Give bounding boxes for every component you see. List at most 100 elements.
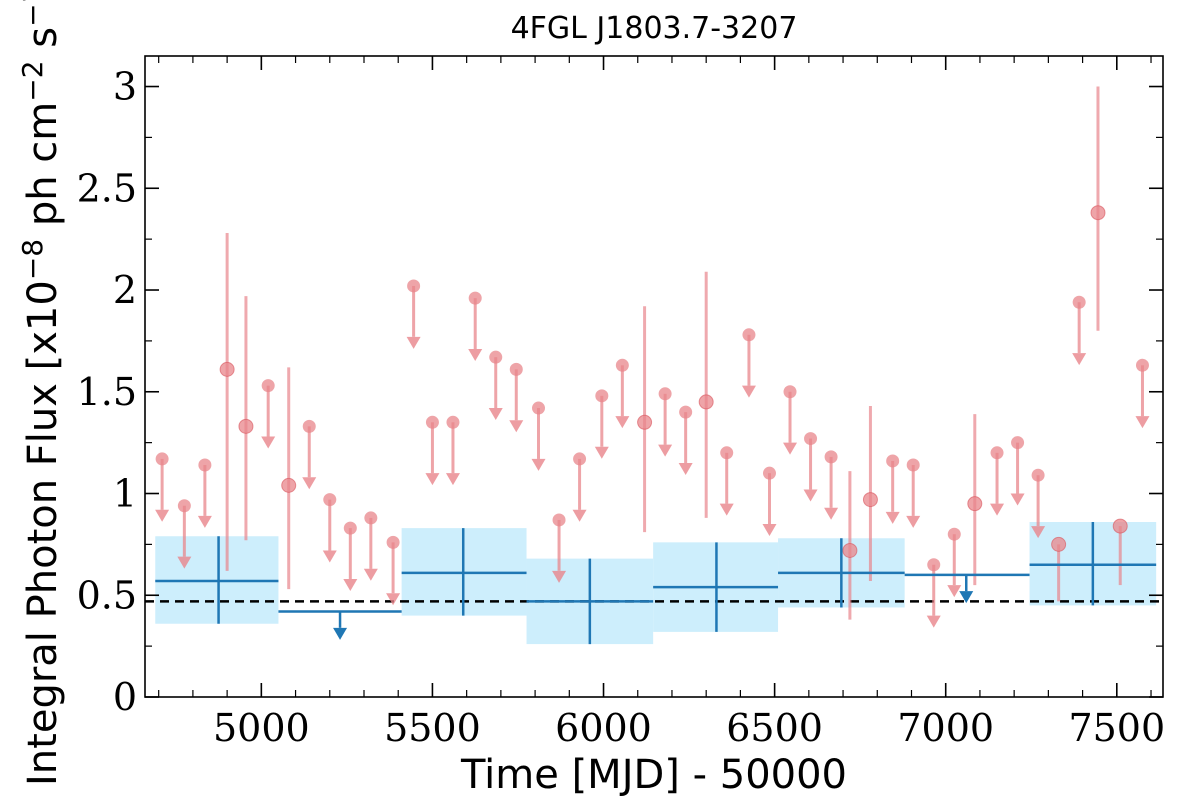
plot-frame [144, 55, 1164, 698]
short-bin-point [219, 361, 235, 377]
short-bin-upper-limit-point [532, 401, 546, 415]
short-bin-upper-limit-point [990, 446, 1004, 460]
short-bin-upper-limit-point [886, 454, 900, 468]
short-bin-upper-limit-arrow [177, 556, 192, 569]
short-bin-upper-limit-point [155, 452, 169, 466]
long-bin-upper-limit-arrow [333, 627, 348, 640]
short-bin-upper-limit-point [947, 527, 961, 541]
y-tick-label: 2.5 [77, 166, 137, 210]
short-bin-upper-limit-arrow [990, 503, 1005, 516]
short-bin-point [967, 496, 983, 512]
short-bin-upper-limit-arrow [509, 420, 524, 433]
x-tick-label: 6000 [555, 706, 652, 750]
short-bin-upper-limit-point [927, 558, 941, 572]
y-axis-label-exp2: −2 [16, 60, 49, 101]
short-bin-upper-limit-point [323, 493, 337, 507]
short-bin-point [1112, 518, 1128, 534]
short-bin-upper-limit-arrow [155, 509, 170, 522]
short-bin-upper-limit-arrow [762, 524, 777, 537]
short-bin-upper-limit-point [573, 452, 587, 466]
short-bin-upper-limit-point [446, 415, 460, 429]
long-bin-upper-limit-arrow [959, 591, 974, 604]
x-tick-label: 6500 [726, 706, 823, 750]
x-tick-label: 7500 [1068, 706, 1165, 750]
x-tick-label: 7000 [897, 706, 994, 750]
short-bin-upper-limit-arrow [488, 408, 503, 421]
short-bin-upper-limit-arrow [468, 349, 483, 362]
short-bin-upper-limit-point [552, 513, 566, 527]
y-axis-label-exp3: −1 [16, 0, 49, 27]
short-bin-upper-limit-arrow [572, 509, 587, 522]
short-bin-upper-limit-point [489, 350, 503, 364]
short-bin-upper-limit-point [824, 450, 838, 464]
short-bin-upper-limit-point [762, 466, 776, 480]
short-bin-upper-limit-point [386, 535, 400, 549]
short-bin-upper-limit-point [679, 405, 693, 419]
short-bin-upper-limit-arrow [363, 568, 378, 581]
short-bin-upper-limit-point [804, 432, 818, 446]
y-tick-label: 1 [113, 472, 137, 516]
short-bin-upper-limit-arrow [678, 462, 693, 475]
y-axis-label: Integral Photon Flux [x10−8 ph cm−2 s−1] [16, 0, 66, 786]
short-bin-upper-limit-arrow [1010, 493, 1025, 506]
x-tick-label: 5500 [384, 706, 481, 750]
y-axis-label-mid: ph cm [20, 102, 66, 239]
short-bin-upper-limit-arrow [1135, 416, 1150, 429]
y-tick-label: 0.5 [77, 573, 137, 617]
short-bin-upper-limit-arrow [741, 385, 756, 398]
x-tick-label: 5000 [213, 706, 310, 750]
short-bin-upper-limit-point [595, 389, 609, 403]
short-bin-upper-limit-arrow [594, 446, 609, 459]
short-bin-upper-limit-point [742, 328, 756, 342]
short-bin-point [238, 418, 254, 434]
short-bin-upper-limit-arrow [824, 507, 839, 520]
short-bin-point [698, 394, 714, 410]
y-tick-label: 2 [113, 268, 137, 312]
short-bin-upper-limit-arrow [926, 615, 941, 628]
y-axis-label-end: s [20, 27, 66, 61]
short-bin-upper-limit-arrow [322, 550, 337, 563]
short-bin-upper-limit-arrow [302, 477, 317, 490]
short-bin-upper-limit-point [509, 362, 523, 376]
y-tick-label: 1.5 [77, 370, 137, 414]
short-bin-upper-limit-arrow [906, 515, 921, 528]
short-bin-upper-limit-point [343, 521, 357, 535]
y-axis-label-main: Integral Photon Flux [x10 [20, 280, 66, 786]
short-bin-upper-limit-arrow [445, 473, 460, 486]
short-bin-upper-limit-arrow [386, 593, 401, 606]
short-bin-upper-limit-point [783, 385, 797, 399]
short-bin-point [281, 477, 297, 493]
short-bin-upper-limit-arrow [615, 416, 630, 429]
short-bin-point [842, 542, 858, 558]
short-bin-point [862, 492, 878, 508]
short-bin-upper-limit-arrow [552, 570, 567, 583]
short-bin-point [637, 414, 653, 430]
short-bin-upper-limit-arrow [1072, 353, 1087, 366]
short-bin-upper-limit-arrow [197, 515, 212, 528]
short-bin-upper-limit-arrow [947, 585, 962, 598]
short-bin-upper-limit-arrow [261, 436, 276, 449]
y-tick-label: 0 [113, 675, 137, 719]
short-bin-upper-limit-arrow [658, 444, 673, 457]
short-bin-point [1051, 536, 1067, 552]
x-axis-label: Time [MJD] - 50000 [460, 752, 847, 798]
short-bin-upper-limit-point [364, 511, 378, 525]
short-bin-upper-limit-point [302, 419, 316, 433]
short-bin-upper-limit-point [261, 379, 275, 393]
short-bin-upper-limit-arrow [803, 489, 818, 502]
short-bin-upper-limit-point [468, 291, 482, 305]
short-bin-upper-limit-point [720, 446, 734, 460]
short-bin-upper-limit-point [425, 415, 439, 429]
short-bin-upper-limit-arrow [531, 458, 546, 471]
short-bin-upper-limit-arrow [885, 511, 900, 524]
short-bin-upper-limit-arrow [425, 473, 440, 486]
short-bin-upper-limit-point [615, 358, 629, 372]
short-bin-upper-limit-arrow [406, 336, 421, 349]
short-bin-upper-limit-point [906, 458, 920, 472]
short-bin-upper-limit-point [177, 499, 191, 513]
short-bin-upper-limit-arrow [783, 442, 798, 455]
y-axis-label-exp: −8 [16, 239, 49, 280]
short-bin-upper-limit-point [407, 279, 421, 293]
plot-area: 5000 5500 6000 6500 7000 7500 0 0.5 1 1.5 2 2.5 3 [77, 55, 1165, 750]
